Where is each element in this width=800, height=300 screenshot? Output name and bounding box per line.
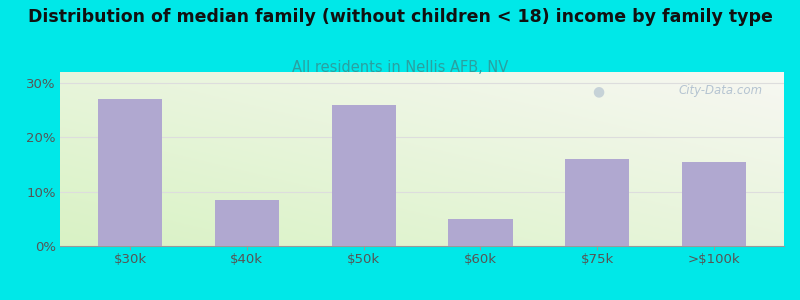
Text: Distribution of median family (without children < 18) income by family type: Distribution of median family (without c… <box>27 8 773 26</box>
Bar <box>682 162 746 246</box>
Text: City-Data.com: City-Data.com <box>678 84 762 97</box>
Bar <box>98 99 162 246</box>
Bar <box>331 105 396 246</box>
Text: ●: ● <box>592 84 604 98</box>
Bar <box>565 159 630 246</box>
Bar <box>214 200 279 246</box>
Text: All residents in Nellis AFB, NV: All residents in Nellis AFB, NV <box>292 60 508 75</box>
Bar <box>448 219 513 246</box>
